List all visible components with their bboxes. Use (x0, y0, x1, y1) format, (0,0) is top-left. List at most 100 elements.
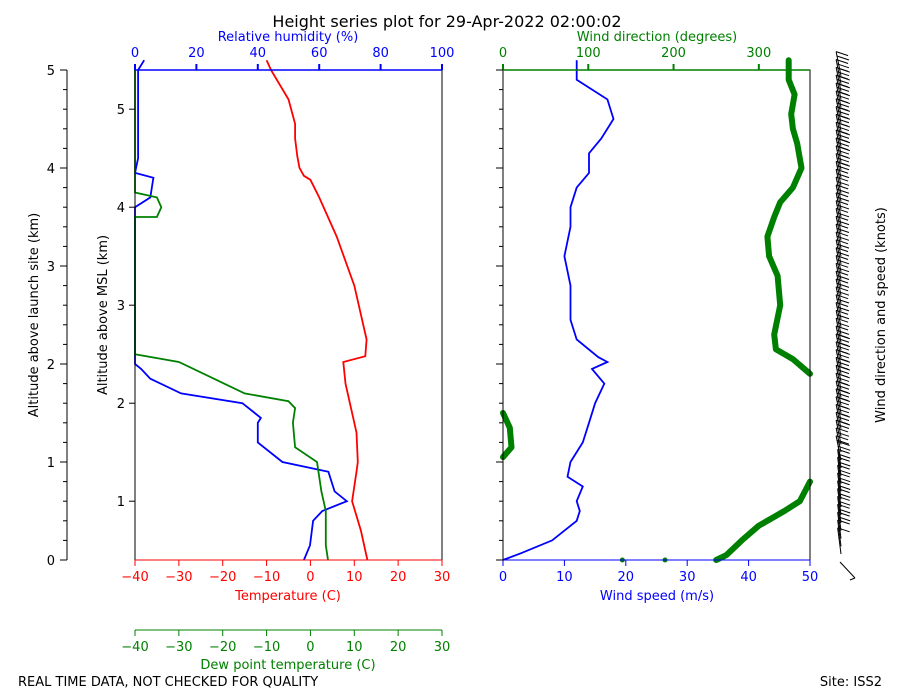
launch-tick-label: 4 (47, 162, 55, 177)
wind-barb-staff (837, 504, 842, 531)
dewpoint-tick-label: 10 (346, 640, 363, 655)
thermo-axes-frame (134, 69, 443, 561)
footer-site: Site: ISS2 (820, 675, 882, 690)
wind-barb-staff (835, 412, 842, 437)
rh-axis-ticks: 0 20 40 60 80 100 (131, 46, 454, 71)
launch-axis-label: Altitude above launch site (km) (27, 213, 42, 417)
wind-speed-series-line (502, 60, 615, 561)
rh-tick-label: 40 (250, 46, 267, 61)
wind-barb-staff (835, 380, 842, 406)
footer-quality-note: REAL TIME DATA, NOT CHECKED FOR QUALITY (18, 675, 318, 690)
temperature-tick-label: 20 (390, 570, 407, 585)
wind-barb-feather (836, 55, 850, 61)
wind-barb-staff (837, 488, 842, 515)
wind-barb-staff (835, 216, 842, 241)
launch-tick-label: 2 (47, 358, 55, 373)
msl-tick-label: 5 (117, 103, 125, 118)
wind-barb-staff (835, 224, 842, 249)
wind-direction-axis-label: Wind direction (degrees) (577, 30, 737, 45)
dewpoint-tick-label: 0 (306, 640, 314, 655)
wind-barb-staff (835, 310, 842, 335)
wind-barb-staff (837, 512, 842, 539)
wind-barb-staff (835, 161, 842, 186)
wind-speed-tick-label: 10 (556, 570, 573, 585)
wind-barb-staff (835, 176, 842, 202)
wind-barb-staff (835, 169, 842, 194)
wind-barb-staff (835, 357, 842, 382)
wind-barb-staff (837, 527, 842, 555)
wind-barb-staff (835, 106, 842, 131)
wind-barb-staff (835, 137, 842, 163)
wind-direction-tick-label: 100 (576, 46, 601, 61)
rh-tick-label: 60 (311, 46, 328, 61)
wind-barb-staff (835, 278, 842, 304)
wind-barb-staff (835, 318, 842, 343)
rh-series-line (133, 59, 349, 561)
dewpoint-tick-label: −20 (209, 640, 236, 655)
wind-barb-staff (835, 114, 842, 139)
wind-barb-staff (835, 427, 842, 453)
wind-direction-series-line (764, 57, 813, 377)
msl-tick-label: 4 (117, 201, 125, 216)
wind-barb-staff (837, 480, 842, 508)
wind-barb-staff (835, 404, 842, 429)
wind-barb-staff (835, 365, 842, 390)
wind-barb-staff (837, 519, 842, 547)
wind-barb-staff (835, 302, 842, 327)
msl-tick-label: 1 (117, 495, 125, 510)
wind-direction-series-line (500, 410, 515, 461)
wind-barb-feather (849, 577, 856, 581)
msl-tick-label: 3 (117, 299, 125, 314)
temperature-axis-label: Temperature (C) (234, 589, 341, 604)
wind-barb-staff (835, 239, 842, 265)
dewpoint-tick-label: −10 (253, 640, 280, 655)
wind-barb-staff (835, 435, 842, 461)
wind-barb-staff (837, 472, 842, 500)
temperature-tick-label: −20 (209, 570, 236, 585)
thermo-plot-area (133, 59, 369, 561)
wind-barb-staff (835, 153, 842, 178)
wind-barb-staff (839, 561, 856, 579)
wind-axes-frame (502, 69, 811, 561)
wind-barb-staff (835, 200, 842, 225)
launch-tick-label: 3 (47, 260, 55, 275)
dewpoint-tick-label: 30 (434, 640, 451, 655)
wind-barb-feather (837, 448, 850, 454)
wind-barbs (835, 51, 856, 581)
launch-tick-label: 1 (47, 456, 55, 471)
wind-barb-feather (835, 51, 849, 57)
msl-tick-label: 2 (117, 397, 125, 412)
wind-barb-staff (837, 449, 842, 476)
launch-tick-label: 5 (47, 64, 55, 79)
wind-direction-tick-label: 300 (746, 46, 771, 61)
dewpoint-axis-ticks: −40 −30 −20 −10 0 10 20 30 (121, 630, 450, 655)
wind-barb-staff (835, 333, 842, 359)
wind-speed-tick-label: 20 (618, 570, 635, 585)
dewpoint-tick-label: −40 (121, 640, 148, 655)
temperature-tick-label: 30 (434, 570, 451, 585)
launch-tick-label: 0 (47, 554, 55, 569)
wind-speed-tick-label: 0 (499, 570, 507, 585)
wind-barb-staff (835, 208, 842, 233)
wind-barb-staff (835, 90, 842, 116)
wind-barb-staff (835, 349, 842, 374)
temperature-tick-label: 0 (306, 570, 314, 585)
wind-barb-staff (835, 255, 842, 280)
wind-barb-staff (835, 67, 842, 92)
dewpoint-tick-label: 20 (390, 640, 407, 655)
launch-axis-ticks: 0 1 2 3 4 5 (47, 64, 67, 569)
wind-direction-tick-label: 200 (661, 46, 686, 61)
rh-tick-label: 20 (188, 46, 205, 61)
dewpoint-series-line (134, 70, 329, 561)
wind-barb-staff (835, 75, 842, 100)
wind-barb-staff (835, 294, 842, 320)
wind-barb-feather (837, 441, 850, 447)
wind-barb-staff (835, 341, 842, 367)
wind-speed-tick-label: 50 (802, 570, 819, 585)
wind-barb-staff (835, 231, 842, 257)
wind-barb-staff (835, 59, 842, 84)
wind-speed-axis-ticks: 0 10 20 30 40 50 (499, 559, 819, 585)
temperature-series-line (265, 59, 369, 561)
temperature-tick-label: −40 (121, 570, 148, 585)
